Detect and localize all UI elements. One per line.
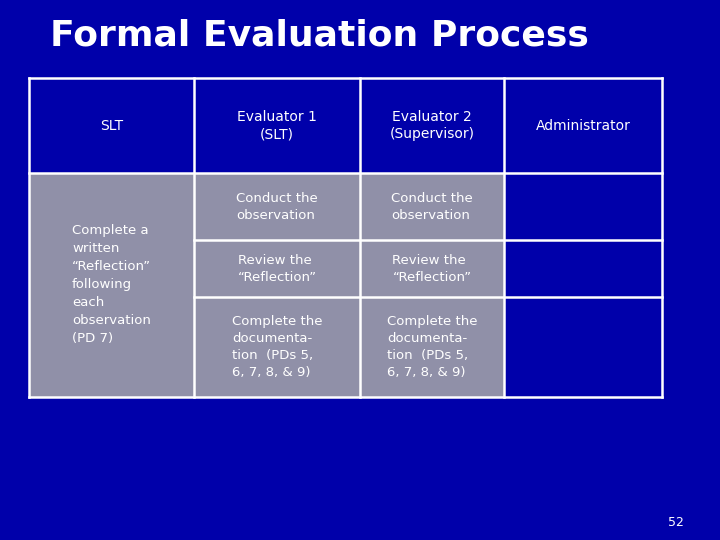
- Text: Conduct the
observation: Conduct the observation: [236, 192, 318, 221]
- Bar: [360, 297, 504, 397]
- Bar: [194, 297, 360, 397]
- Text: Review the
“Reflection”: Review the “Reflection”: [392, 254, 472, 284]
- Text: Administrator: Administrator: [536, 119, 631, 132]
- Text: Complete the
documenta-
tion  (PDs 5,
6, 7, 8, & 9): Complete the documenta- tion (PDs 5, 6, …: [232, 315, 323, 379]
- Bar: [504, 173, 662, 397]
- Bar: [194, 240, 360, 297]
- Text: Evaluator 2
(Supervisor): Evaluator 2 (Supervisor): [390, 110, 474, 141]
- Bar: [360, 240, 504, 297]
- Bar: [360, 173, 504, 240]
- Bar: [29, 173, 194, 397]
- Text: Complete a
written
“Reflection”
following
each
observation
(PD 7): Complete a written “Reflection” followin…: [72, 224, 151, 346]
- Text: Complete the
documenta-
tion  (PDs 5,
6, 7, 8, & 9): Complete the documenta- tion (PDs 5, 6, …: [387, 315, 477, 379]
- Bar: [194, 78, 360, 173]
- Bar: [504, 78, 662, 173]
- Text: Evaluator 1
(SLT): Evaluator 1 (SLT): [238, 110, 317, 141]
- Text: Formal Evaluation Process: Formal Evaluation Process: [50, 18, 589, 52]
- Text: 52: 52: [668, 516, 684, 529]
- Text: Conduct the
observation: Conduct the observation: [391, 192, 473, 221]
- Bar: [360, 78, 504, 173]
- Text: SLT: SLT: [100, 119, 123, 132]
- Bar: [194, 173, 360, 240]
- Text: Review the
“Reflection”: Review the “Reflection”: [238, 254, 317, 284]
- Bar: [29, 78, 194, 173]
